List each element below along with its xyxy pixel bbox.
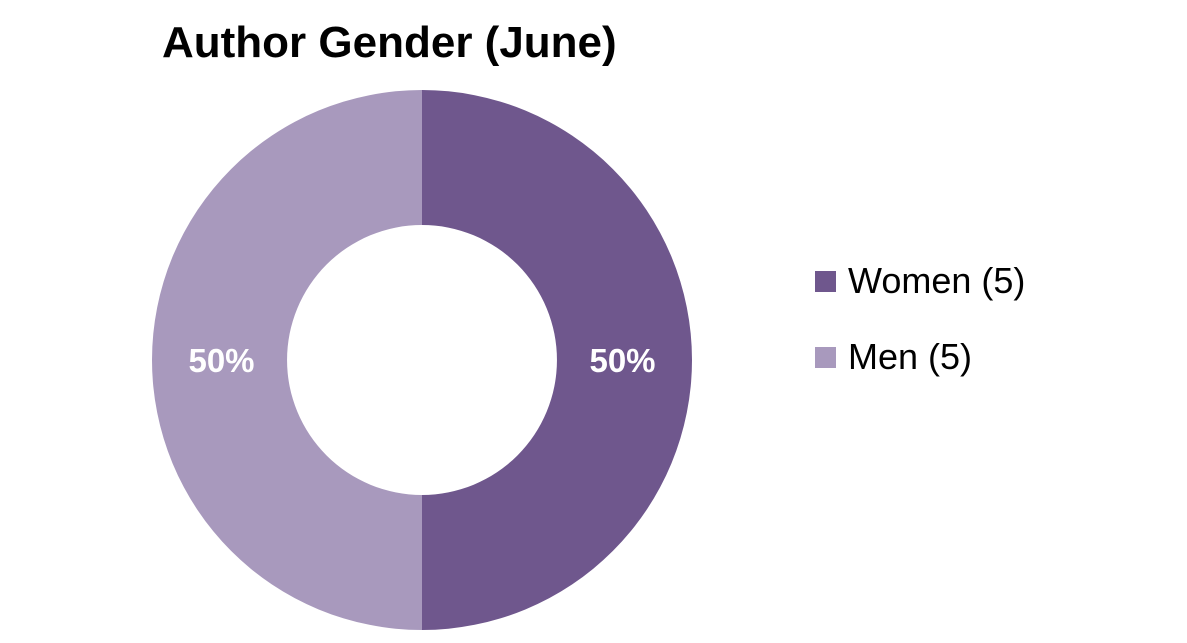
chart-title: Author Gender (June) [162, 18, 617, 67]
donut-slices [152, 90, 692, 630]
donut-data-label-1: 50% [188, 342, 254, 379]
donut-slice-0 [422, 90, 692, 630]
donut-data-labels: 50% 50% [188, 342, 655, 379]
chart-legend: Women (5) Men (5) [815, 260, 1026, 414]
donut-data-label-0: 50% [589, 342, 655, 379]
legend-swatch-men [815, 346, 836, 368]
legend-label-men: Men (5) [848, 336, 973, 377]
legend-label-women: Women (5) [848, 260, 1026, 301]
donut-slice-1 [152, 90, 422, 630]
legend-item-men: Men (5) [815, 336, 1025, 377]
legend-item-women: Women (5) [815, 260, 1026, 301]
legend-swatch-women [815, 270, 836, 292]
